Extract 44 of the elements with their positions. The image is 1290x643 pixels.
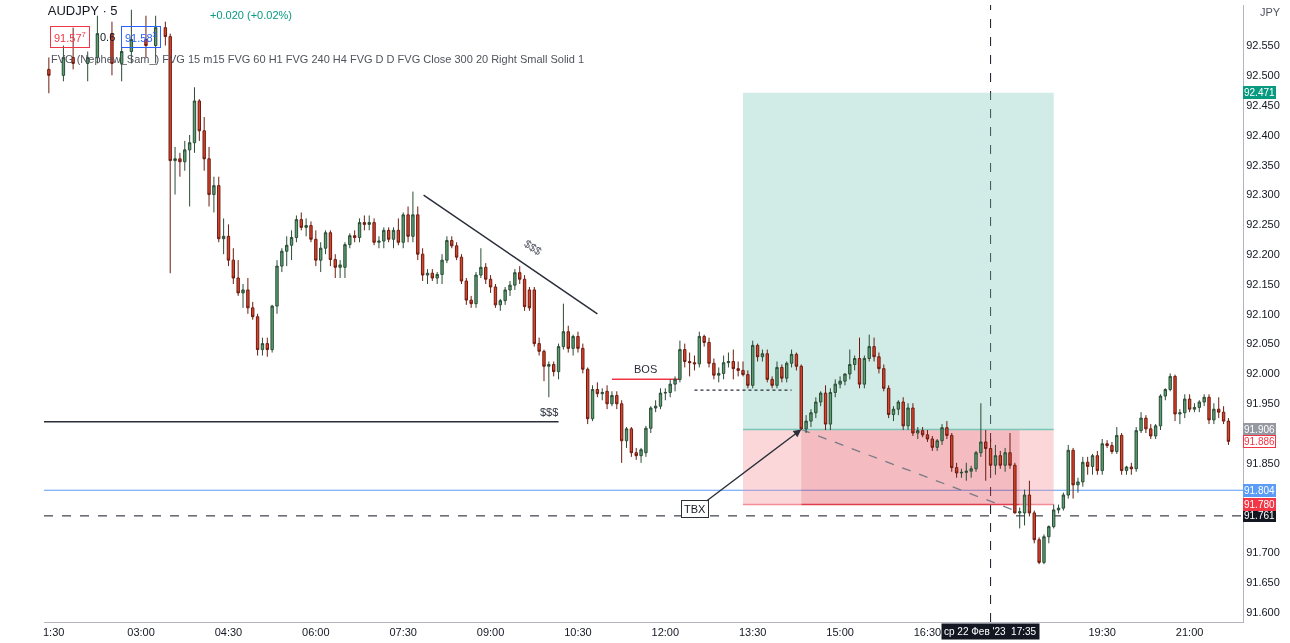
ref-line-label: 91.804 [1244,485,1276,496]
y-tick-label: 92.450 [1246,99,1280,111]
chart-title: AUDJPY · 5 [47,3,118,19]
y-tick-label: 91.850 [1246,456,1280,469]
y-tick-label: 91.600 [1246,605,1280,618]
x-tick-label: 10:30 [564,626,592,639]
annotation: 91.906 [1244,424,1276,435]
x-tick-label: 1:30 [43,626,65,639]
y-tick-label: 92.200 [1246,248,1280,261]
ref-line-label: ср 22 Фев '23 17:35 [944,626,1037,637]
y-tick-label: 92.050 [1246,337,1280,350]
y-tick-label: 91.700 [1246,546,1280,559]
annotation: $$$ [522,237,544,258]
x-tick-label: 16:30 [913,626,942,639]
x-tick-label: 07:30 [389,626,417,639]
y-tick-label: 92.100 [1246,307,1280,320]
annotation: 91.780 [1244,499,1276,510]
x-tick-label: 15:00 [826,626,854,639]
y-tick-label: 91.950 [1246,397,1280,410]
x-tick-label: 06:00 [302,626,330,639]
annotation: 91.886 [1244,436,1276,447]
annotation: BOS [634,363,658,375]
y-tick-label: 92.300 [1246,188,1280,201]
annotation: +0.020 (+0.02%) [210,9,292,21]
x-tick-label: 04:30 [214,626,243,639]
y-tick-label: 91.650 [1246,575,1280,588]
y-tick-label: 92.150 [1246,277,1280,290]
x-tick-label: 12:00 [651,626,680,639]
x-tick-label: 21:00 [1175,626,1204,639]
y-tick-label: 92.250 [1246,218,1280,231]
y-tick-label: 92.500 [1246,69,1280,82]
y-tick-label: 92.350 [1246,158,1280,171]
y-tick-label: 92.000 [1246,367,1280,380]
x-tick-label: 09:00 [476,626,505,639]
y-tick-label: 92.400 [1246,128,1280,141]
text: JPY [1260,6,1281,18]
annotation: 92.471 [1244,87,1276,98]
y-tick-label: 92.550 [1246,39,1280,52]
annotation: TBX [684,503,707,515]
x-tick-label: 13:30 [738,626,767,639]
annotation: $$$ [540,406,559,418]
ref-line-label: 91.761 [1244,510,1276,521]
x-tick-label: 03:00 [127,626,155,639]
x-tick-label: 19:30 [1088,626,1116,639]
